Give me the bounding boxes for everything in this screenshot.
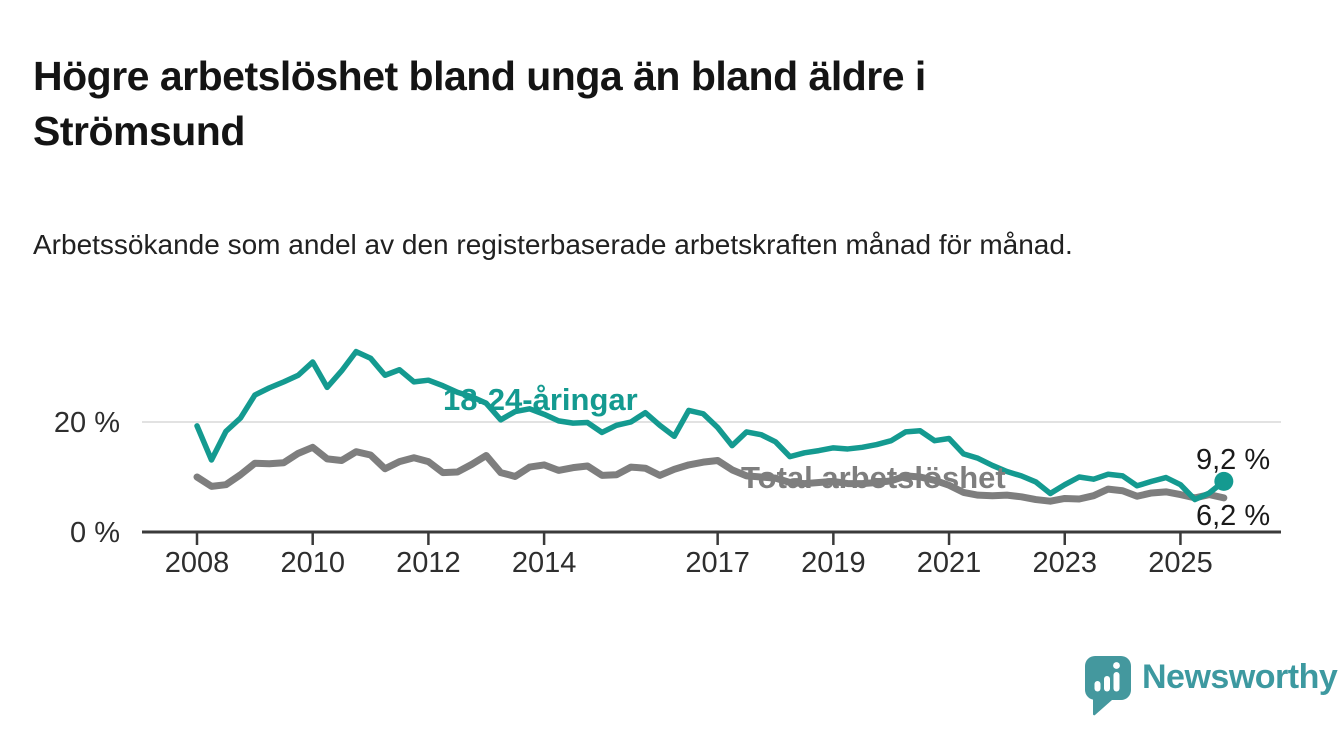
bar-short — [1094, 681, 1101, 692]
data-series — [193, 348, 1234, 505]
x-tick-label: 2023 — [1032, 547, 1097, 579]
unemployment-line-chart: 2008 2010 2012 2014 2017 2019 2021 2023 2025 0 %… — [54, 348, 1281, 579]
x-tick-label: 2021 — [917, 547, 982, 579]
x-tick-label: 2019 — [801, 547, 866, 579]
x-tick-label: 2025 — [1148, 547, 1213, 579]
line-total — [193, 443, 1228, 505]
x-tick-label: 2012 — [396, 547, 461, 579]
y-tick-label: 20 % — [54, 407, 120, 439]
newsworthy-logo: Newsworthy — [1085, 656, 1338, 716]
bar-medium — [1104, 676, 1110, 692]
bar-tall-exclamation — [1113, 672, 1120, 692]
page-title: Högre arbetslöshet bland unga än bland ä… — [33, 53, 926, 154]
x-tick-label: 2017 — [685, 547, 750, 579]
x-tick-label: 2008 — [165, 547, 230, 579]
brand-name: Newsworthy — [1142, 658, 1338, 696]
newsworthy-logo-icon — [1085, 656, 1131, 716]
latest-value-dot — [1214, 471, 1234, 491]
chart-labels: 0 % 20 % Total arbetslöshet 6,2 % 18-24-årin… — [54, 382, 1270, 549]
x-tick-label: 2010 — [280, 547, 345, 579]
series-label-total: Total arbetslöshet — [741, 460, 1006, 495]
exclamation-dot — [1113, 662, 1120, 669]
series-label-youth-18-24: 18-24-åringar — [443, 382, 638, 417]
end-value-label-total: 6,2 % — [1196, 500, 1270, 532]
x-axis: 2008 2010 2012 2014 2017 2019 2021 2023 2025 — [142, 530, 1281, 579]
x-tick-label: 2014 — [512, 547, 577, 579]
line-youth-18-24 — [194, 348, 1227, 503]
end-value-label-youth-18-24: 9,2 % — [1196, 444, 1270, 476]
y-tick-label: 0 % — [70, 517, 120, 549]
chart-subtitle: Arbetssökande som andel av den registerb… — [33, 229, 1073, 260]
